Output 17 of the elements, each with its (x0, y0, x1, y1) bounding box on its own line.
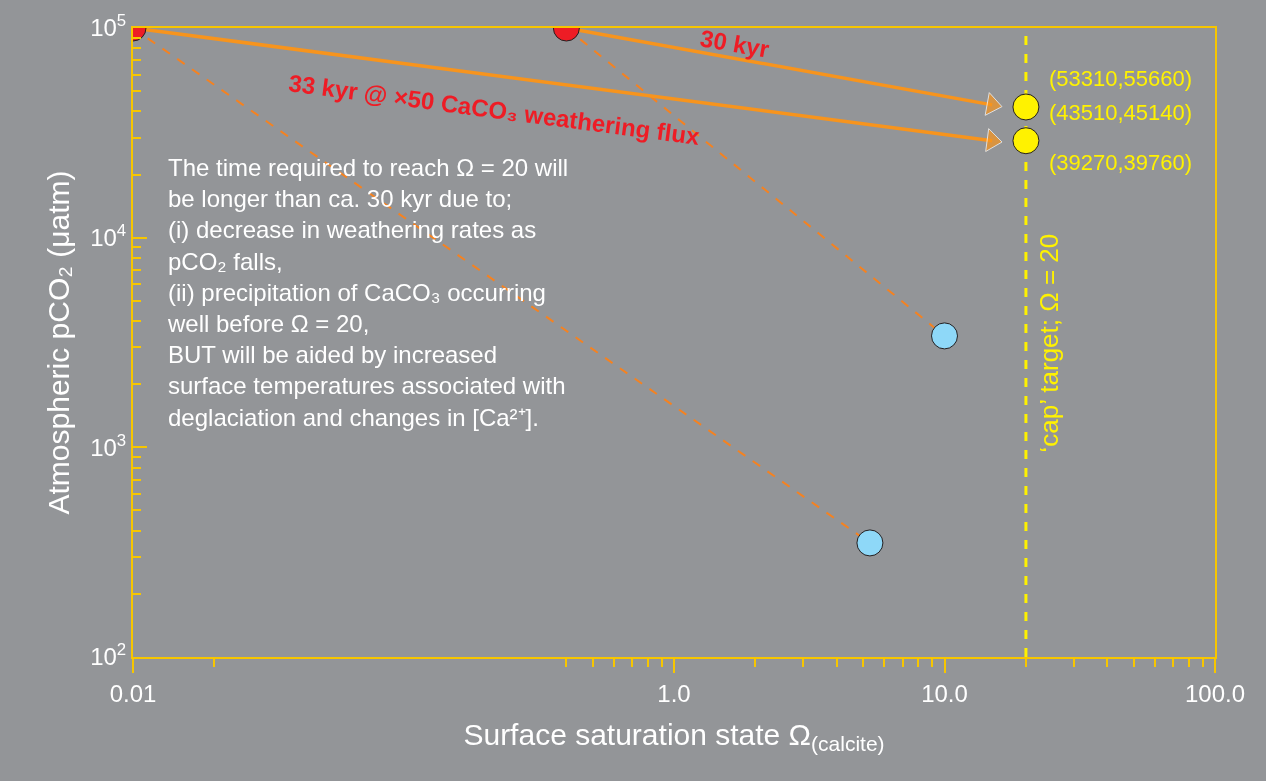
y-tick-label: 10$^{3}$ (90, 430, 127, 461)
annotation: (53310,55660) (1049, 66, 1193, 91)
x-tick-label: 0.01 (109, 679, 157, 707)
annotation: (43510,45140) (1049, 100, 1193, 125)
annotation: (39270,39760) (1049, 150, 1193, 175)
x-tick-label: 1.0 (657, 679, 691, 707)
y-tick-label: 10$^{4}$ (90, 220, 127, 252)
annotation: 33 kyr @ ×50 CaCO₃ weathering flux (287, 69, 702, 150)
y-tick-label: 10$^{2}$ (90, 640, 127, 671)
text: The time required to reach Ω = 20 will be longer than ca. 30 kyr due to; (i) decrease in weathering rates as pCO₂ falls, (ii) precipitation of CaCO₃ occurring well before Ω = 20, BUT will be aided by increased surface temperatures associated with deglaciation and changes in [Ca²⁺]. (168, 154, 569, 431)
ref-line-label: ‘cap’ target; Ω = 20 (1034, 233, 1065, 453)
x-tick-label: 100.0 (1184, 679, 1246, 707)
annotation: 30 kyr (698, 24, 772, 63)
x-tick-label: 10.0 (921, 679, 968, 707)
x-axis-title: Surface saturation state Ω$_{(calcite)}$ (463, 717, 885, 756)
y-axis-title: Atmospheric pCO₂ (μatm) (41, 170, 75, 515)
y-tick-label: 10$^{5}$ (90, 11, 127, 42)
